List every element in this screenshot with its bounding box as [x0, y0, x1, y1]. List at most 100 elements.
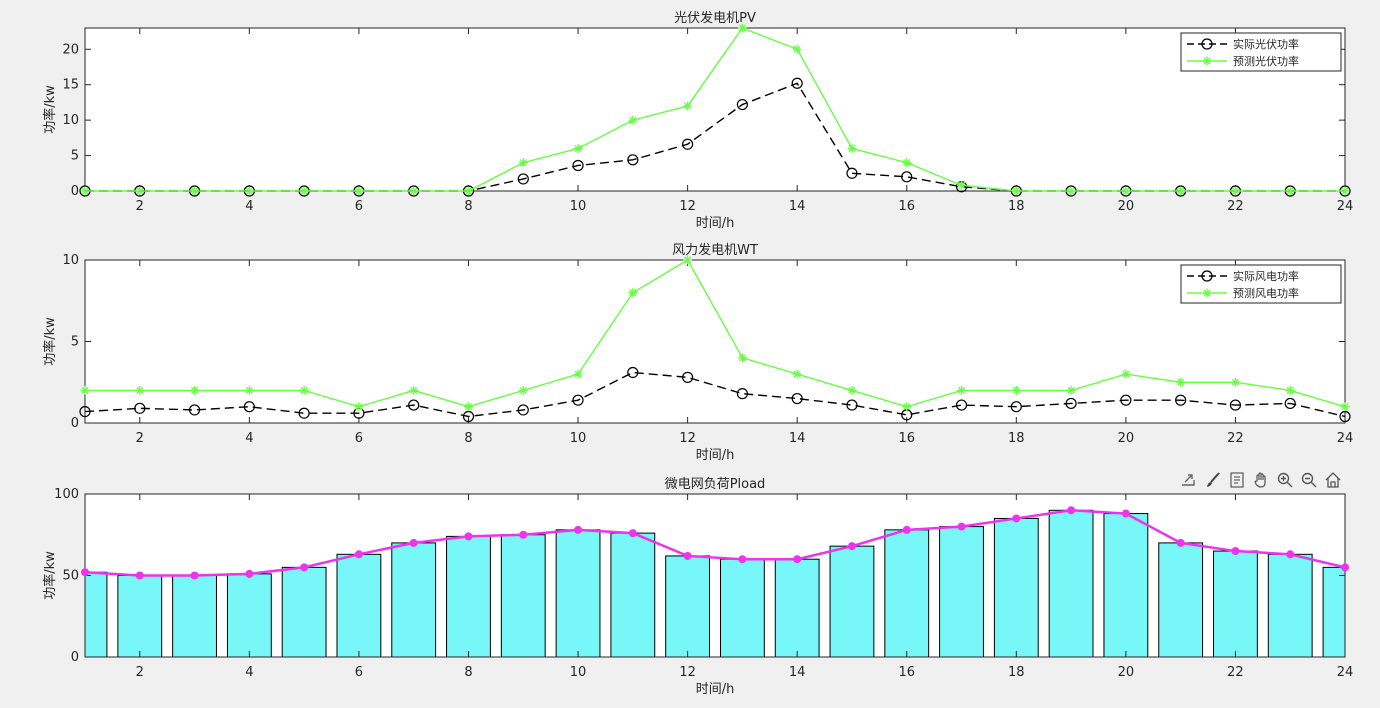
x-tick-label: 22	[1227, 665, 1244, 680]
data-point	[190, 186, 200, 196]
x-tick-label: 2	[136, 431, 144, 446]
bar	[172, 575, 217, 658]
data-point	[409, 186, 419, 196]
chart-title: 微电网负荷Pload	[665, 477, 766, 492]
data-point	[1176, 377, 1186, 387]
data-point	[627, 154, 639, 166]
y-tick-label: 20	[62, 42, 79, 57]
data-point	[1067, 506, 1076, 515]
home-icon[interactable]	[1322, 469, 1344, 491]
x-tick-label: 14	[789, 431, 806, 446]
x-tick-label: 20	[1118, 199, 1135, 214]
chart-panel-1: 2 4 6 8 10 12 14 16 18 20 22 2405101520光伏发电机PV时间/h功…	[42, 10, 1353, 231]
bar	[1213, 550, 1258, 658]
x-tick-label: 12	[679, 665, 696, 680]
data-point	[738, 555, 747, 564]
data-point	[464, 532, 473, 541]
x-tick-label: 18	[1008, 199, 1025, 214]
data-point	[408, 399, 420, 411]
data-point	[1012, 514, 1021, 523]
data-point	[737, 353, 747, 363]
data-point	[1176, 538, 1185, 547]
data-point	[846, 167, 858, 179]
x-tick-label: 4	[245, 199, 253, 214]
x-tick-label: 6	[355, 665, 363, 680]
bar	[884, 529, 930, 658]
data-point	[354, 402, 364, 412]
data-point	[847, 542, 856, 551]
x-tick-label: 8	[464, 199, 472, 214]
data-point	[957, 522, 966, 531]
data-point	[573, 369, 583, 379]
zoom-in-icon[interactable]	[1274, 469, 1296, 491]
zoom-out-icon[interactable]	[1298, 469, 1320, 491]
y-axis-label: 功率/kw	[42, 551, 58, 600]
data-point	[135, 385, 145, 395]
data-point	[1066, 186, 1076, 196]
data-point	[1284, 397, 1296, 410]
series-line-1	[84, 371, 1346, 418]
y-tick-label: 10	[62, 113, 79, 128]
data-point	[463, 186, 473, 196]
series-line-2	[85, 259, 1346, 408]
y-tick-label: 15	[62, 78, 79, 93]
legend-label: 实际光伏功率	[1233, 37, 1299, 51]
y-tick-label: 10	[62, 253, 79, 268]
x-tick-label: 8	[464, 431, 472, 446]
data-point	[517, 173, 529, 185]
plot-area	[85, 260, 1345, 423]
x-tick-label: 22	[1227, 199, 1244, 214]
x-axis-label: 时间/h	[696, 682, 735, 697]
data-point	[572, 394, 584, 406]
pan-icon[interactable]	[1250, 469, 1272, 491]
data-point	[1285, 186, 1295, 196]
data-point	[244, 385, 254, 395]
data-point	[1339, 410, 1351, 423]
x-tick-label: 8	[464, 665, 472, 680]
x-tick-label: 12	[679, 431, 696, 446]
data-point	[955, 399, 968, 411]
data-point	[1066, 385, 1076, 395]
data-point	[300, 563, 309, 572]
y-tick-label: 5	[71, 149, 79, 164]
data-point	[793, 555, 802, 564]
y-axis-label: 功率/kw	[42, 317, 58, 366]
x-tick-label: 12	[679, 199, 696, 214]
bar	[665, 555, 711, 658]
export-icon[interactable]	[1178, 469, 1200, 491]
data-point	[1286, 550, 1295, 559]
legend-label: 预测风电功率	[1233, 286, 1299, 300]
bar	[774, 558, 820, 658]
data-point	[627, 366, 639, 379]
data-point	[957, 385, 967, 395]
data-point	[847, 385, 857, 395]
data-point	[572, 159, 584, 172]
legend-marker	[1201, 270, 1213, 282]
data-point	[188, 404, 201, 416]
data-point	[1011, 385, 1021, 395]
legend-marker	[1202, 56, 1212, 66]
data-point	[736, 98, 748, 111]
plot-area	[85, 28, 1345, 191]
data-point	[1229, 399, 1242, 411]
data-tip-icon[interactable]	[1226, 469, 1248, 491]
data-point	[518, 385, 528, 395]
x-tick-label: 20	[1118, 665, 1135, 680]
brush-icon[interactable]	[1202, 469, 1224, 491]
x-tick-label: 2	[136, 199, 144, 214]
data-point	[1011, 186, 1021, 196]
data-point	[737, 23, 747, 33]
x-tick-label: 16	[898, 431, 915, 446]
data-point	[847, 143, 857, 153]
x-tick-label: 24	[1337, 199, 1354, 214]
x-tick-label: 10	[570, 665, 587, 680]
data-point	[1231, 547, 1240, 556]
data-point	[902, 158, 912, 168]
axes-toolbar	[1178, 468, 1346, 492]
data-point	[1121, 186, 1131, 196]
data-point	[135, 186, 145, 196]
data-point	[792, 44, 802, 54]
